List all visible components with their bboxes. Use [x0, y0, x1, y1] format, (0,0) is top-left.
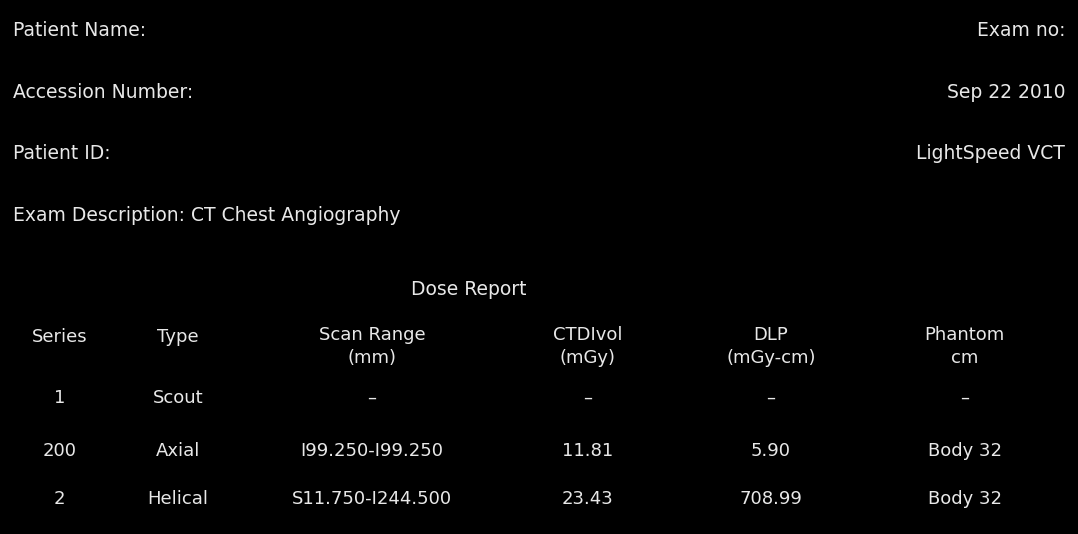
Text: Axial: Axial [155, 442, 201, 460]
Text: Helical: Helical [148, 490, 208, 508]
Text: DLP
(mGy-cm): DLP (mGy-cm) [725, 326, 816, 367]
Text: Scan Range
(mm): Scan Range (mm) [319, 326, 425, 367]
Text: –: – [960, 389, 969, 407]
Text: 23.43: 23.43 [562, 490, 613, 508]
Text: Exam no:: Exam no: [977, 21, 1065, 41]
Text: Scout: Scout [153, 389, 203, 407]
Text: LightSpeed VCT: LightSpeed VCT [916, 144, 1065, 163]
Text: –: – [368, 389, 376, 407]
Text: 2: 2 [54, 490, 65, 508]
Text: Patient ID:: Patient ID: [13, 144, 111, 163]
Text: 708.99: 708.99 [740, 490, 802, 508]
Text: Type: Type [157, 328, 198, 347]
Text: Exam Description: CT Chest Angiography: Exam Description: CT Chest Angiography [13, 206, 400, 225]
Text: S11.750-I244.500: S11.750-I244.500 [292, 490, 452, 508]
Text: –: – [766, 389, 775, 407]
Text: CTDIvol
(mGy): CTDIvol (mGy) [553, 326, 622, 367]
Text: Body 32: Body 32 [928, 490, 1001, 508]
Text: Body 32: Body 32 [928, 442, 1001, 460]
Text: Series: Series [31, 328, 87, 347]
Text: –: – [583, 389, 592, 407]
Text: 1: 1 [54, 389, 65, 407]
Text: 11.81: 11.81 [562, 442, 613, 460]
Text: Accession Number:: Accession Number: [13, 83, 193, 102]
Text: I99.250-I99.250: I99.250-I99.250 [301, 442, 443, 460]
Text: Patient Name:: Patient Name: [13, 21, 146, 41]
Text: Sep 22 2010: Sep 22 2010 [946, 83, 1065, 102]
Text: Dose Report: Dose Report [411, 280, 527, 300]
Text: 5.90: 5.90 [750, 442, 791, 460]
Text: Phantom
cm: Phantom cm [925, 326, 1005, 367]
Text: 200: 200 [42, 442, 77, 460]
